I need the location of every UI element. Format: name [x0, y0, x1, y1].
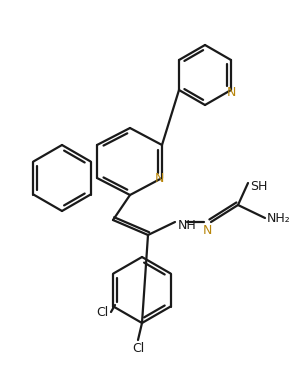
Text: Cl: Cl: [97, 305, 109, 318]
Text: N: N: [202, 224, 212, 237]
Text: NH₂: NH₂: [267, 211, 291, 224]
Text: Cl: Cl: [132, 342, 144, 355]
Text: N: N: [154, 171, 164, 184]
Text: SH: SH: [250, 180, 267, 193]
Text: N: N: [226, 85, 236, 98]
Text: NH: NH: [178, 219, 197, 232]
